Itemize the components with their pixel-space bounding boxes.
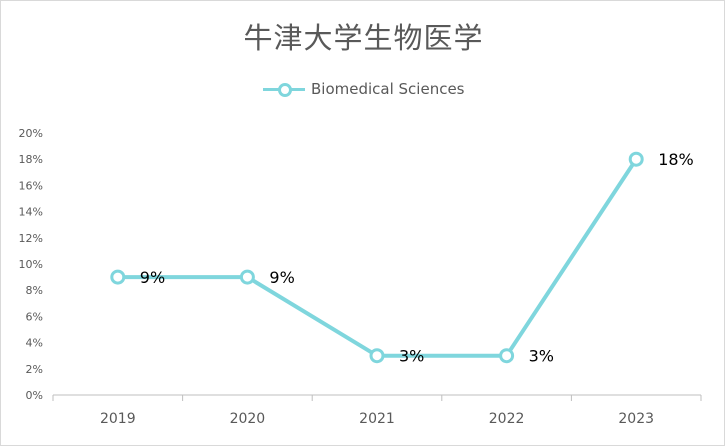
y-tick-label: 20% [19, 127, 43, 140]
y-tick-label: 2% [26, 363, 43, 376]
data-label: 18% [658, 150, 694, 169]
data-label: 9% [269, 268, 294, 287]
data-point [628, 151, 644, 167]
y-tick-label: 8% [26, 284, 43, 297]
series-line [117, 158, 638, 358]
data-label: 3% [399, 347, 424, 366]
data-point [369, 348, 385, 364]
data-label: 9% [140, 268, 165, 287]
y-tick-label: 16% [19, 179, 43, 192]
data-point [110, 269, 126, 285]
legend-label: Biomedical Sciences [311, 80, 465, 98]
y-tick-label: 0% [26, 389, 43, 402]
chart-title: 牛津大学生物医学 [243, 21, 484, 55]
legend: Biomedical Sciences [263, 79, 465, 99]
y-tick-label: 14% [19, 206, 43, 219]
data-point [499, 348, 515, 364]
y-tick-label: 6% [26, 310, 43, 323]
y-tick-label: 10% [19, 258, 43, 271]
x-tick-label: 2022 [489, 411, 525, 427]
x-tick-label: 2021 [359, 411, 395, 427]
y-tick-label: 12% [19, 232, 43, 245]
y-tick-label: 18% [19, 153, 43, 166]
data-label: 3% [529, 347, 554, 366]
legend-marker [263, 79, 305, 99]
x-tick-label: 2019 [100, 411, 136, 427]
data-point [239, 269, 255, 285]
x-tick-label: 2023 [618, 411, 654, 427]
x-tick-label: 2020 [230, 411, 266, 427]
y-tick-label: 4% [26, 337, 43, 350]
